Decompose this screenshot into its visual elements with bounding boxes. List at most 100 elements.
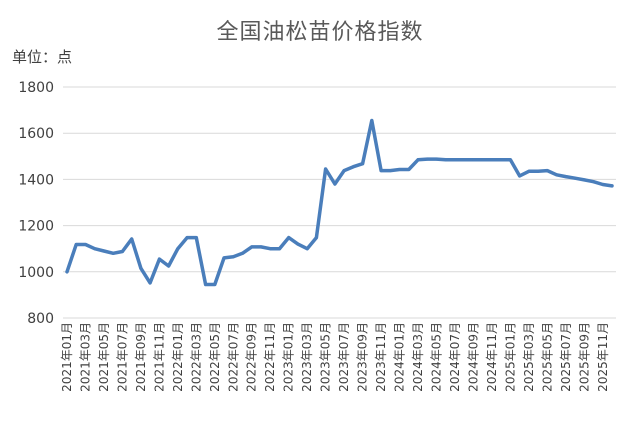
data-point xyxy=(592,180,596,184)
x-tick-label: 2023年05月 xyxy=(319,322,333,392)
x-tick-label: 2022年07月 xyxy=(226,322,240,392)
x-tick-label: 2023年01月 xyxy=(282,322,296,392)
x-tick-label: 2025年03月 xyxy=(522,322,536,392)
x-tick-label: 2023年03月 xyxy=(300,322,314,392)
data-point xyxy=(361,162,365,166)
y-tick-label: 1600 xyxy=(18,126,54,142)
x-tick-label: 2025年01月 xyxy=(503,322,517,392)
data-point xyxy=(185,236,189,240)
x-tick-label: 2021年01月 xyxy=(60,322,74,392)
data-point xyxy=(481,158,485,162)
data-point xyxy=(148,281,152,285)
data-point xyxy=(65,270,69,274)
data-point xyxy=(610,184,614,188)
x-tick-label: 2022年05月 xyxy=(208,322,222,392)
x-tick-label: 2025年05月 xyxy=(540,322,554,392)
data-point xyxy=(342,169,346,173)
data-point xyxy=(139,266,143,270)
data-point xyxy=(398,167,402,171)
y-tick-label: 1200 xyxy=(18,219,54,235)
x-tick-label: 2023年09月 xyxy=(356,322,370,392)
data-point xyxy=(545,169,549,173)
x-tick-label: 2022年03月 xyxy=(189,322,203,392)
x-tick-label: 2024年11月 xyxy=(485,322,499,392)
data-point xyxy=(204,283,208,287)
x-tick-label: 2022年11月 xyxy=(263,322,277,392)
data-point xyxy=(601,182,605,186)
data-point xyxy=(157,257,161,261)
data-point xyxy=(582,178,586,182)
y-tick-label: 1000 xyxy=(18,265,54,281)
x-tick-label: 2024年01月 xyxy=(393,322,407,392)
series-group xyxy=(65,118,614,287)
data-point xyxy=(194,236,198,240)
data-point xyxy=(111,251,115,255)
x-tick-label: 2025年11月 xyxy=(596,322,610,392)
data-point xyxy=(130,237,134,241)
data-point xyxy=(555,173,559,177)
data-point xyxy=(333,182,337,186)
data-point xyxy=(259,245,263,249)
data-point xyxy=(287,236,291,240)
data-point xyxy=(314,236,318,240)
data-point xyxy=(453,158,457,162)
data-point xyxy=(167,264,171,268)
x-tick-label: 2021年05月 xyxy=(97,322,111,392)
data-point xyxy=(250,245,254,249)
y-axis: 800 1000 1200 1400 1600 1800 xyxy=(18,80,54,327)
data-point xyxy=(74,243,78,247)
data-point xyxy=(407,167,411,171)
data-point xyxy=(564,175,568,179)
x-tick-label: 2024年09月 xyxy=(466,322,480,392)
x-tick-label: 2021年09月 xyxy=(134,322,148,392)
x-tick-label: 2021年11月 xyxy=(152,322,166,392)
unit-label: 单位：点 xyxy=(12,48,73,66)
y-tick-label: 1800 xyxy=(18,80,54,96)
x-tick-label: 2022年09月 xyxy=(245,322,259,392)
data-point xyxy=(213,283,217,287)
data-point xyxy=(268,247,272,251)
chart-title: 全国油松苗价格指数 xyxy=(216,20,424,45)
data-point xyxy=(83,243,87,247)
data-point xyxy=(462,158,466,162)
data-point xyxy=(222,256,226,260)
data-point xyxy=(102,249,106,253)
data-point xyxy=(388,169,392,173)
data-point xyxy=(499,158,503,162)
data-point xyxy=(434,157,438,161)
series-line xyxy=(65,118,614,287)
data-point xyxy=(508,158,512,162)
x-tick-label: 2022年01月 xyxy=(171,322,185,392)
x-axis: 2021年01月 2021年03月 2021年05月 2021年07月 2021年09月… xyxy=(60,322,610,392)
data-point xyxy=(536,169,540,173)
data-point xyxy=(471,158,475,162)
data-point xyxy=(370,118,374,122)
data-point xyxy=(231,255,235,259)
data-point xyxy=(296,242,300,246)
x-tick-label: 2024年03月 xyxy=(411,322,425,392)
x-tick-label: 2024年07月 xyxy=(448,322,462,392)
data-point xyxy=(444,158,448,162)
x-tick-label: 2021年03月 xyxy=(78,322,92,392)
data-point xyxy=(93,247,97,251)
x-tick-label: 2021年07月 xyxy=(115,322,129,392)
data-point xyxy=(120,249,124,253)
x-tick-label: 2024年05月 xyxy=(429,322,443,392)
data-point xyxy=(518,174,522,178)
gridlines xyxy=(63,86,616,319)
x-tick-label: 2023年07月 xyxy=(337,322,351,392)
data-point xyxy=(277,247,281,251)
data-point xyxy=(176,247,180,251)
x-tick-label: 2025年09月 xyxy=(577,322,591,392)
data-point xyxy=(324,167,328,171)
data-point xyxy=(305,247,309,251)
x-tick-label: 2025年07月 xyxy=(559,322,573,392)
y-tick-label: 800 xyxy=(27,311,54,327)
y-tick-label: 1400 xyxy=(18,172,54,188)
data-point xyxy=(573,176,577,180)
data-point xyxy=(527,169,531,173)
data-point xyxy=(425,157,429,161)
x-tick-label: 2023年11月 xyxy=(374,322,388,392)
data-point xyxy=(490,158,494,162)
